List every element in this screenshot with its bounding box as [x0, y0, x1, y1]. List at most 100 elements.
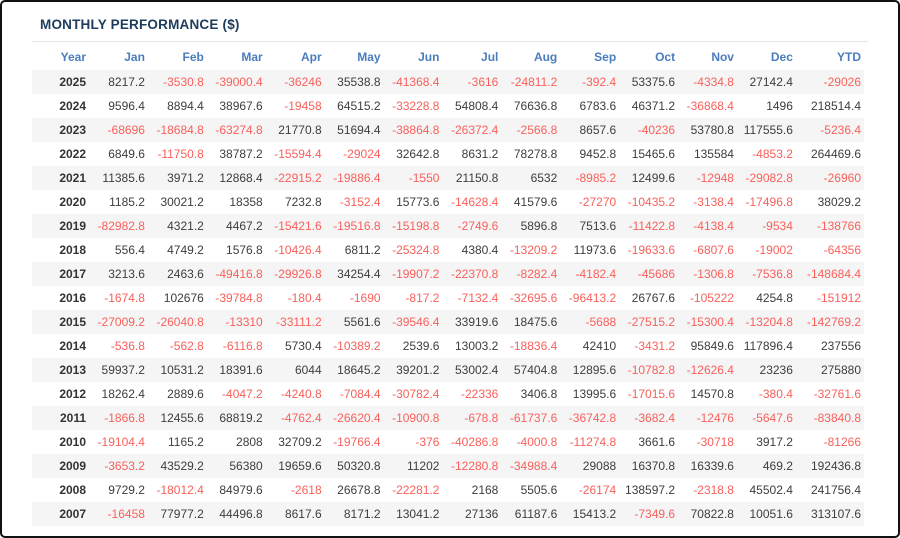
value-cell-jul: -678.8 [464, 411, 499, 425]
value-cell-apr: -29926.8 [274, 267, 322, 281]
value-cell-apr: 6044 [294, 363, 322, 377]
value-cell-oct: -10435.2 [627, 195, 676, 209]
value-cell-jul: 2168 [471, 483, 499, 497]
value-cell-aug: 76636.8 [513, 99, 558, 113]
table-row-2012: 2012 18262.4 2889.6 -4047.2 -4240.8 -7084.4 -3… [32, 382, 864, 406]
value-cell-jan: 59937.2 [101, 363, 145, 377]
table-body: 2025 8217.2 -3530.8 -39000.4 -36246 35538.8 -4… [32, 70, 864, 526]
table-row-2019: 2019 -82982.8 4321.2 4467.2 -15421.6 -19516.8… [32, 214, 864, 238]
value-cell-dec: 469.2 [762, 459, 793, 473]
value-cell-sep: -11274.8 [569, 435, 617, 449]
value-cell-apr: 32709.2 [278, 435, 322, 449]
value-cell-jul: 21150.8 [455, 171, 499, 185]
value-cell-may: 51694.4 [337, 123, 381, 137]
value-cell-sep: 8657.6 [579, 123, 617, 137]
value-cell-jul: -22336 [460, 387, 499, 401]
year-cell: 2008 [59, 483, 87, 497]
value-cell-dec: -19002 [755, 243, 793, 257]
year-cell: 2025 [59, 75, 87, 89]
year-cell: 2017 [59, 267, 87, 281]
table-row-2022: 2022 6849.6 -11750.8 38787.2 -15594.4 -29024 3… [32, 142, 864, 166]
value-cell-jun: -22281.2 [392, 483, 440, 497]
year-cell: 2019 [59, 219, 87, 233]
value-cell-mar: -39000.4 [215, 75, 263, 89]
value-cell-apr: -19458 [284, 99, 322, 113]
value-cell-jan: -536.8 [110, 339, 145, 353]
value-cell-jul: 53002.4 [454, 363, 499, 377]
value-cell-mar: -13310 [225, 315, 263, 329]
value-cell-jan: 6849.6 [108, 147, 145, 161]
value-cell-may: 6811.2 [344, 243, 381, 257]
value-cell-jan: -68696 [107, 123, 145, 137]
value-cell-mar: -6116.8 [222, 339, 263, 353]
column-header-nov: Nov [711, 50, 734, 64]
value-cell-feb: 2889.6 [167, 387, 204, 401]
value-cell-oct: -7349.6 [634, 507, 676, 521]
value-cell-nov: -4138.4 [693, 219, 734, 233]
value-cell-sep: 29088 [582, 459, 617, 473]
year-cell: 2021 [59, 171, 87, 185]
value-cell-may: -19886.4 [333, 171, 381, 185]
value-cell-may: -26620.4 [333, 411, 381, 425]
value-cell-jun: 32642.8 [396, 147, 440, 161]
value-cell-oct: -45686 [637, 267, 676, 281]
value-cell-jul: -40286.8 [450, 435, 499, 449]
value-cell-feb: 1165.2 [168, 435, 204, 449]
value-cell-sep: -36742.8 [568, 411, 617, 425]
value-cell-feb: 77977.2 [160, 507, 204, 521]
column-header-dec: Dec [770, 50, 793, 64]
value-cell-dec: 1496 [766, 99, 793, 113]
value-cell-oct: -10782.8 [627, 363, 676, 377]
table-row-2018: 2018 556.4 4749.2 1576.8 -10426.4 6811.2 -2532… [32, 238, 864, 262]
year-cell: 2012 [59, 387, 87, 401]
table-row-2024: 2024 9596.4 8894.4 38967.6 -19458 64515.2 -332… [32, 94, 864, 118]
value-cell-nov: 53780.8 [690, 123, 734, 137]
column-header-jul: Jul [481, 50, 499, 64]
value-cell-jun: 13041.2 [396, 507, 440, 521]
value-cell-dec: -4853.2 [752, 147, 793, 161]
column-header-aug: Aug [533, 50, 558, 64]
table-row-2020: 2020 1185.2 30021.2 18358 7232.8 -3152.4 15773… [32, 190, 864, 214]
value-cell-aug: -32695.6 [509, 291, 558, 305]
value-cell-ytd: -64356 [823, 243, 861, 257]
table-row-2014: 2014 -536.8 -562.8 -6116.8 5730.4 -10389.2 253… [32, 334, 864, 358]
value-cell-apr: -4762.4 [280, 411, 322, 425]
value-cell-mar: 18358 [229, 195, 263, 209]
table-header: Year Jan Feb Mar Apr May Jun Jul Aug Sep Oct Nov Dec… [32, 44, 864, 70]
value-cell-sep: 42410 [582, 339, 617, 353]
table-row-2025: 2025 8217.2 -3530.8 -39000.4 -36246 35538.8 -4… [32, 70, 864, 94]
value-cell-dec: 27142.4 [749, 75, 793, 89]
year-cell: 2022 [59, 147, 87, 161]
value-cell-sep: 9452.8 [579, 147, 617, 161]
value-cell-aug: -4000.8 [516, 435, 558, 449]
monthly-performance-table: Year Jan Feb Mar Apr May Jun Jul Aug Sep Oct Nov Dec… [32, 44, 864, 526]
value-cell-nov: -1306.8 [693, 267, 734, 281]
value-cell-dec: 117896.4 [743, 339, 793, 353]
value-cell-aug: -61737.6 [509, 411, 558, 425]
value-cell-feb: 3971.2 [167, 171, 204, 185]
value-cell-jan: -16458 [107, 507, 145, 521]
value-cell-jan: 3213.6 [108, 267, 145, 281]
value-cell-jan: -27009.2 [97, 315, 145, 329]
value-cell-nov: -105222 [689, 291, 734, 305]
value-cell-ytd: -151912 [816, 291, 861, 305]
value-cell-jul: 13003.2 [454, 339, 499, 353]
value-cell-apr: -33111.2 [276, 315, 322, 329]
value-cell-feb: -11750.8 [157, 147, 204, 161]
value-cell-nov: 95849.6 [690, 339, 734, 353]
value-cell-aug: 78278.8 [513, 147, 558, 161]
value-cell-apr: -10426.4 [274, 243, 322, 257]
value-cell-jul: -3616 [467, 75, 499, 89]
value-cell-feb: -18684.8 [156, 123, 204, 137]
value-cell-sep: -4182.4 [575, 267, 617, 281]
value-cell-feb: -562.8 [169, 339, 204, 353]
value-cell-ytd: -32761.6 [813, 387, 861, 401]
value-cell-mar: -49416.8 [215, 267, 263, 281]
value-cell-aug: 61187.6 [514, 507, 558, 521]
value-cell-apr: 19659.6 [278, 459, 322, 473]
value-cell-ytd: 241756.4 [810, 483, 861, 497]
table-row-2008: 2008 9729.2 -18012.4 84979.6 -2618 26678.8 -22… [32, 478, 864, 502]
value-cell-sep: 15413.2 [572, 507, 617, 521]
value-cell-jul: -14628.4 [450, 195, 499, 209]
